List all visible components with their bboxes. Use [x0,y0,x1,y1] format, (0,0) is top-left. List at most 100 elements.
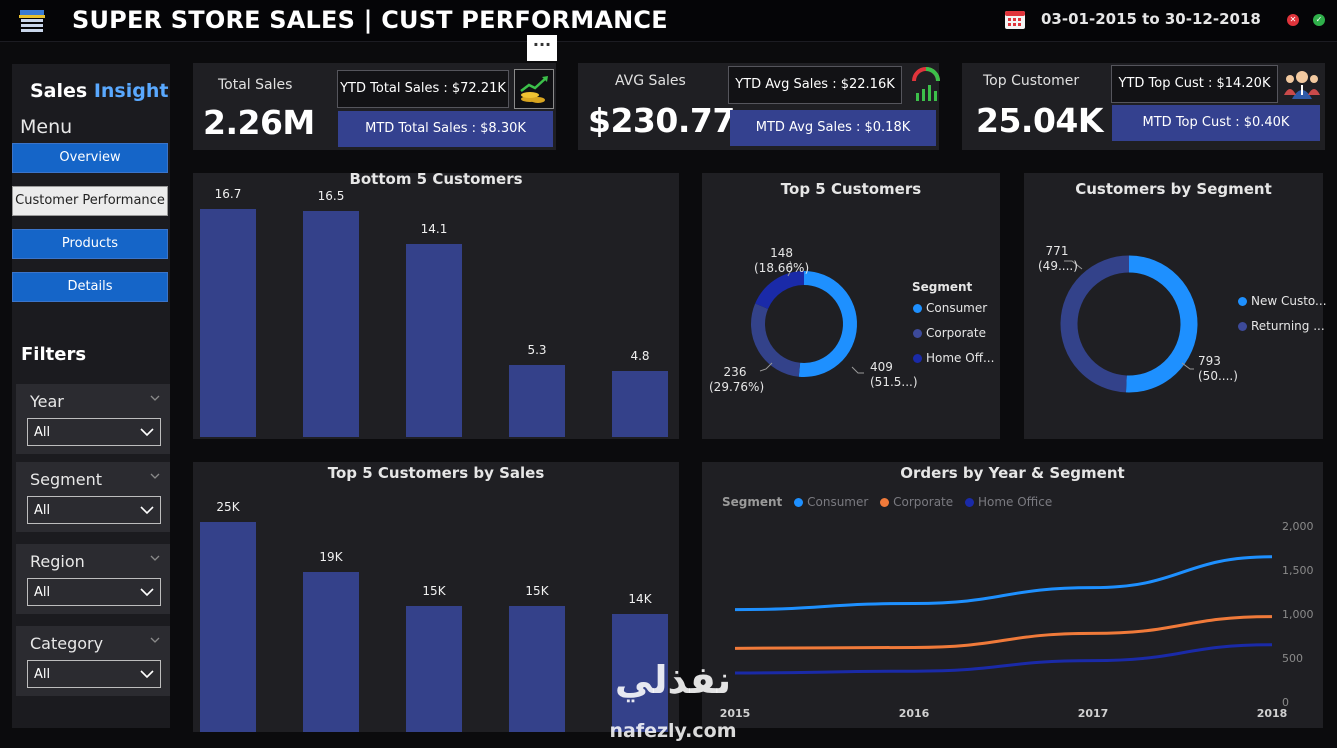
donut-label-consumer: 409 (51.5...) [870,360,918,390]
bar-data-label: 15K [422,584,446,598]
legend-corporate[interactable]: Corporate [880,495,953,509]
filter-category: Category All [16,626,170,696]
nav-products-button[interactable]: Products [12,229,168,259]
chevron-down-icon [140,428,154,437]
legend-consumer[interactable]: Consumer [794,495,868,509]
bar-3[interactable] [509,364,565,437]
panel-orders-by-year: Orders by Year & Segment Segment Consume… [702,462,1323,728]
line-legend: Segment Consumer Corporate Home Office [722,495,1052,509]
chevron-down-icon [140,588,154,597]
legend-dot [913,329,922,338]
panel-customers-by-segment: Customers by Segment 771 (49....) 793 (50.… [1024,173,1327,439]
kpi-total-sales: Total Sales 2.26M YTD Total Sales : $72.… [193,63,556,150]
bar-4[interactable] [612,614,668,732]
bar-data-label: 4.8 [630,349,650,364]
donut-slice-1[interactable] [1060,255,1130,393]
leader-line [1181,362,1194,370]
panel-bottom5-customers: Bottom 5 Customers 16.7 16.5 14.1 5.3 4.8 [193,170,679,439]
legend-home-office[interactable]: Home Office [964,495,1052,509]
bar-0[interactable] [200,522,256,732]
filter-label: Category [30,634,104,653]
close-icon[interactable]: ✕ [1287,14,1299,26]
year-dropdown[interactable]: All [27,418,161,446]
chevron-down-icon[interactable] [150,472,160,480]
legend-text: Consumer [807,495,869,509]
donut-label-returning: 771 (49....) [1038,244,1078,274]
legend-dot [1238,322,1247,331]
donut-slice-1[interactable] [751,303,801,377]
kpi-label: Top Customer [983,73,1080,89]
bar-data-label: 15K [525,584,549,598]
donut-label-corporate: 236 (29.76%) [709,365,764,395]
chart-title: Top 5 Customers by Sales [327,464,545,482]
ytd-avg-sales: YTD Avg Sales : $22.16K [728,66,902,104]
kpi-avg-sales: AVG Sales $230.77 YTD Avg Sales : $22.16… [578,63,940,150]
category-dropdown[interactable]: All [27,660,161,688]
donut-slice-0[interactable] [1125,255,1198,393]
chevron-down-icon[interactable] [150,554,160,562]
y-tick-label: 1,000 [1282,608,1314,621]
legend-text: Corporate [893,495,954,509]
menu-label: Menu [20,116,73,138]
bar-1[interactable] [303,572,359,732]
x-tick-label: 2016 [899,707,930,720]
bar-2[interactable] [406,606,462,732]
legend-dot [964,498,974,507]
label-value: 409 [870,360,893,374]
label-pct: (51.5...) [870,375,918,389]
x-tick-label: 2018 [1257,707,1288,720]
ytd-top-customer: YTD Top Cust : $14.20K [1111,65,1278,103]
filter-label: Region [30,552,85,571]
nav-overview-button[interactable]: Overview [12,143,168,173]
legend-new-customers[interactable]: New Custo... [1238,294,1327,308]
legend-corporate[interactable]: Corporate [913,326,986,340]
series-line-0[interactable] [734,555,1273,612]
dropdown-value: All [34,585,51,600]
donut-slice-0[interactable] [798,271,857,377]
store-icon [19,10,45,32]
series-line-2[interactable] [734,643,1273,675]
chart-title: Orders by Year & Segment [900,464,1125,482]
legend-home-office[interactable]: Home Off... [913,351,994,365]
legend-text: Returning ... [1251,319,1325,333]
x-tick-label: 2017 [1078,707,1109,720]
bar-data-label: 14K [628,592,652,607]
series-line-1[interactable] [734,615,1273,650]
bar-2[interactable] [406,244,462,437]
chevron-down-icon[interactable] [150,636,160,644]
dropdown-value: All [34,667,51,682]
legend-title: Segment [912,280,973,294]
bar-data-label: 16.7 [214,186,242,201]
title-bar: SUPER STORE SALES | CUST PERFORMANCE 03-… [0,0,1337,42]
ytd-total-sales: YTD Total Sales : $72.21K [337,70,509,108]
chevron-down-icon [140,506,154,515]
bar-3[interactable] [509,606,565,732]
kpi-value: 2.26M [203,103,315,142]
bar-4[interactable] [612,371,668,437]
check-icon[interactable]: ✓ [1313,14,1325,26]
region-dropdown[interactable]: All [27,578,161,606]
legend-consumer[interactable]: Consumer [913,301,987,315]
chevron-down-icon[interactable] [150,394,160,402]
bar-1[interactable] [303,211,359,437]
nav-details-button[interactable]: Details [12,272,168,302]
donut-slice-2[interactable] [755,271,805,310]
kpi-value: 25.04K [976,101,1103,140]
chart-title: Customers by Segment [1075,180,1272,198]
bar-data-label: 5.3 [527,342,547,357]
y-tick-label: 0 [1282,696,1289,709]
brand-main: Sales [30,80,94,102]
more-options-button[interactable]: ··· [527,35,557,61]
label-pct: (50....) [1198,369,1238,383]
kpi-label: AVG Sales [615,73,686,89]
filter-label: Segment [30,470,102,489]
chart-title: Bottom 5 Customers [349,170,523,188]
legend-returning[interactable]: Returning ... [1238,319,1325,333]
segment-dropdown[interactable]: All [27,496,161,524]
brand-accent: Insight [93,80,169,102]
legend-dot [794,498,804,507]
legend-text: Corporate [926,326,986,340]
bar-0[interactable] [200,208,256,437]
nav-customer-performance-button[interactable]: Customer Performance [12,186,168,216]
date-range: 03-01-2015 to 30-12-2018 [1041,10,1261,28]
